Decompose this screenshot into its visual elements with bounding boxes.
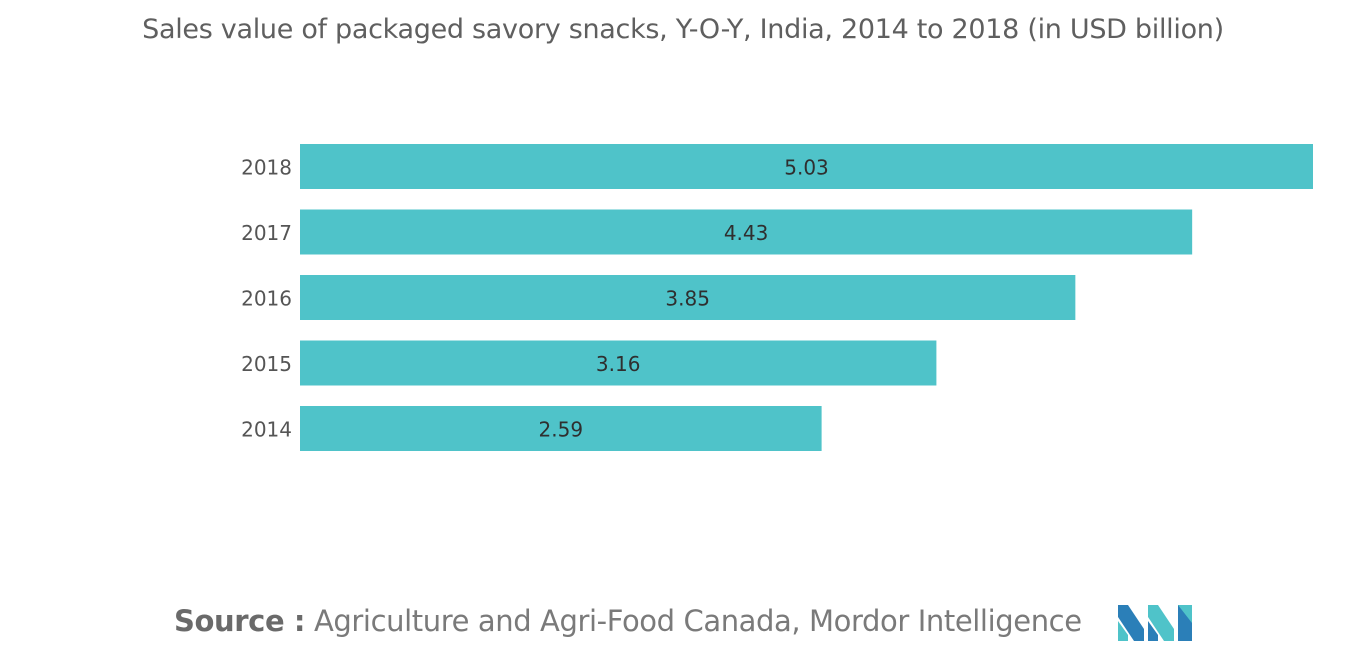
bar-2016 [300, 275, 1076, 320]
data-label-2014: 2.59 [539, 418, 584, 442]
source-label: Source : [174, 604, 306, 638]
data-labels-group: 5.03 4.43 3.85 3.16 2.59 [539, 156, 829, 442]
category-label-2014: 2014 [241, 418, 292, 442]
bar-2015 [300, 340, 937, 386]
data-label-2015: 3.16 [596, 352, 641, 376]
source-text: Agriculture and Agri-Food Canada, Mordor… [313, 604, 1082, 638]
bar-2014 [300, 406, 822, 451]
chart-title: Sales value of packaged savory snacks, Y… [142, 14, 1224, 45]
bars-group [300, 144, 1313, 451]
data-label-2018: 5.03 [784, 156, 829, 180]
bar-2018 [300, 144, 1313, 189]
category-labels-group: 2018 2017 2016 2015 2014 [241, 156, 292, 442]
category-label-2016: 2016 [241, 287, 292, 311]
bar-2017 [300, 209, 1193, 255]
category-label-2018: 2018 [241, 156, 292, 180]
category-label-2017: 2017 [241, 221, 292, 245]
source-note: Source : Agriculture and Agri-Food Canad… [174, 604, 1082, 638]
data-label-2017: 4.43 [724, 221, 769, 245]
category-label-2015: 2015 [241, 352, 292, 376]
mordor-intelligence-logo-icon [1118, 605, 1192, 641]
data-label-2016: 3.85 [665, 287, 710, 311]
